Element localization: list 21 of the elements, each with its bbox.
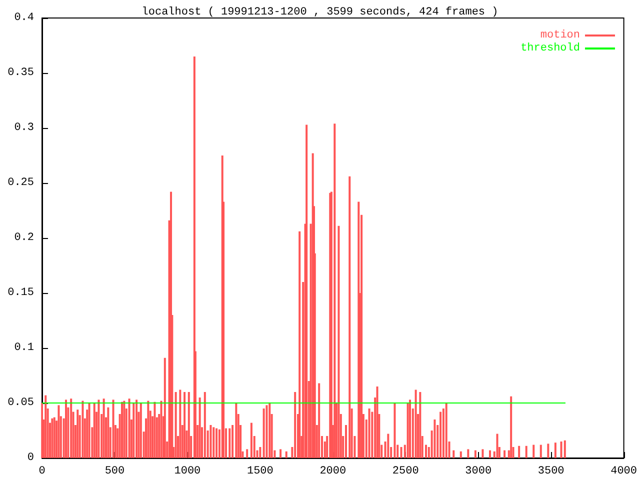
legend-label: threshold xyxy=(520,42,580,54)
y-tick-label: 0.35 xyxy=(8,67,34,79)
x-tick-label: 500 xyxy=(104,466,125,478)
x-tick-label: 1000 xyxy=(174,466,201,478)
x-tick-label: 3000 xyxy=(465,466,492,478)
x-tick-label: 4000 xyxy=(610,466,637,478)
y-tick-label: 0.05 xyxy=(8,397,34,409)
y-tick-label: 0.2 xyxy=(14,232,34,244)
y-tick-label: 0.4 xyxy=(14,12,34,24)
legend-label: motion xyxy=(540,30,580,42)
x-tick-label: 1500 xyxy=(246,466,274,478)
x-tick-label: 2000 xyxy=(320,466,346,478)
x-tick-label: 2500 xyxy=(392,466,419,478)
y-tick-label: 0.15 xyxy=(8,287,34,299)
y-tick-label: 0.3 xyxy=(14,122,34,134)
y-tick-label: 0.25 xyxy=(8,177,34,189)
x-tick-label: 3500 xyxy=(538,466,564,478)
chart-title: localhost ( 19991213-1200 , 3599 seconds, 424 frames ) xyxy=(142,6,498,18)
y-tick-label: 0.1 xyxy=(14,342,34,354)
y-tick-label: 0 xyxy=(27,452,34,464)
x-tick-label: 0 xyxy=(38,466,46,478)
